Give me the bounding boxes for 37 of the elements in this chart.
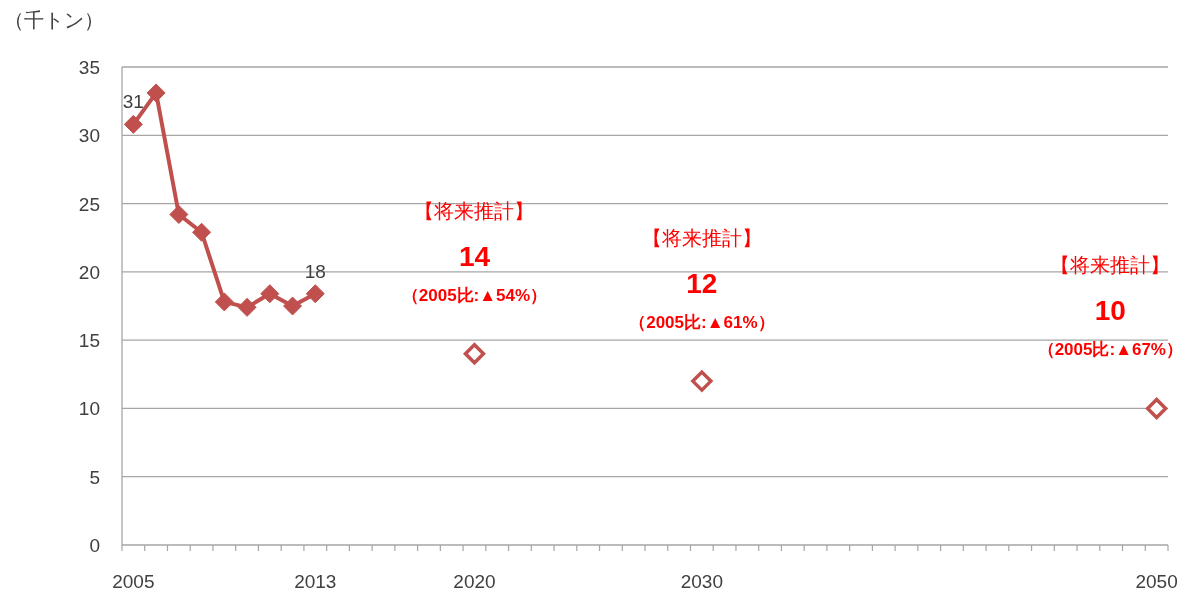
point [169, 205, 189, 224]
y-axis-title: （千トン） [4, 9, 104, 31]
x-tick-label: 2020 [453, 571, 496, 592]
annotation: （2005比:▲54%） [401, 285, 548, 305]
y-tick-label: 10 [78, 398, 100, 420]
point [691, 370, 713, 392]
y-tick-label: 35 [78, 57, 100, 78]
point [123, 114, 143, 134]
annotation: 【将来推計】 [414, 199, 535, 222]
data-label: 10 [1094, 295, 1126, 327]
x-tick-label: 2050 [1135, 571, 1178, 592]
point [1145, 397, 1168, 420]
data-label: 14 [458, 240, 491, 272]
annotation: （2005比:▲67%） [1037, 340, 1183, 360]
point [214, 292, 234, 312]
y-tick-label: 25 [78, 193, 100, 215]
x-tick-label: 2013 [294, 571, 337, 592]
y-tick-label: 15 [78, 330, 100, 352]
point [463, 343, 486, 365]
data-label: 31 [122, 91, 144, 113]
annotation: 【将来推計】 [641, 227, 762, 250]
y-tick-label: 0 [89, 535, 100, 556]
point [283, 296, 303, 316]
point [237, 297, 257, 317]
annotation: 【将来推計】 [1050, 254, 1171, 277]
point [146, 83, 166, 103]
y-tick-label: 5 [89, 466, 100, 488]
y-tick-label: 30 [78, 125, 100, 147]
y-tick-label: 20 [78, 261, 100, 283]
data-label: 12 [686, 268, 718, 300]
point [260, 284, 280, 304]
x-tick-label: 2030 [680, 571, 723, 592]
point [192, 222, 212, 242]
annotation: （2005比:▲61%） [629, 313, 775, 333]
point [305, 284, 325, 304]
data-label: 18 [304, 260, 326, 282]
x-tick-label: 2005 [112, 571, 155, 592]
